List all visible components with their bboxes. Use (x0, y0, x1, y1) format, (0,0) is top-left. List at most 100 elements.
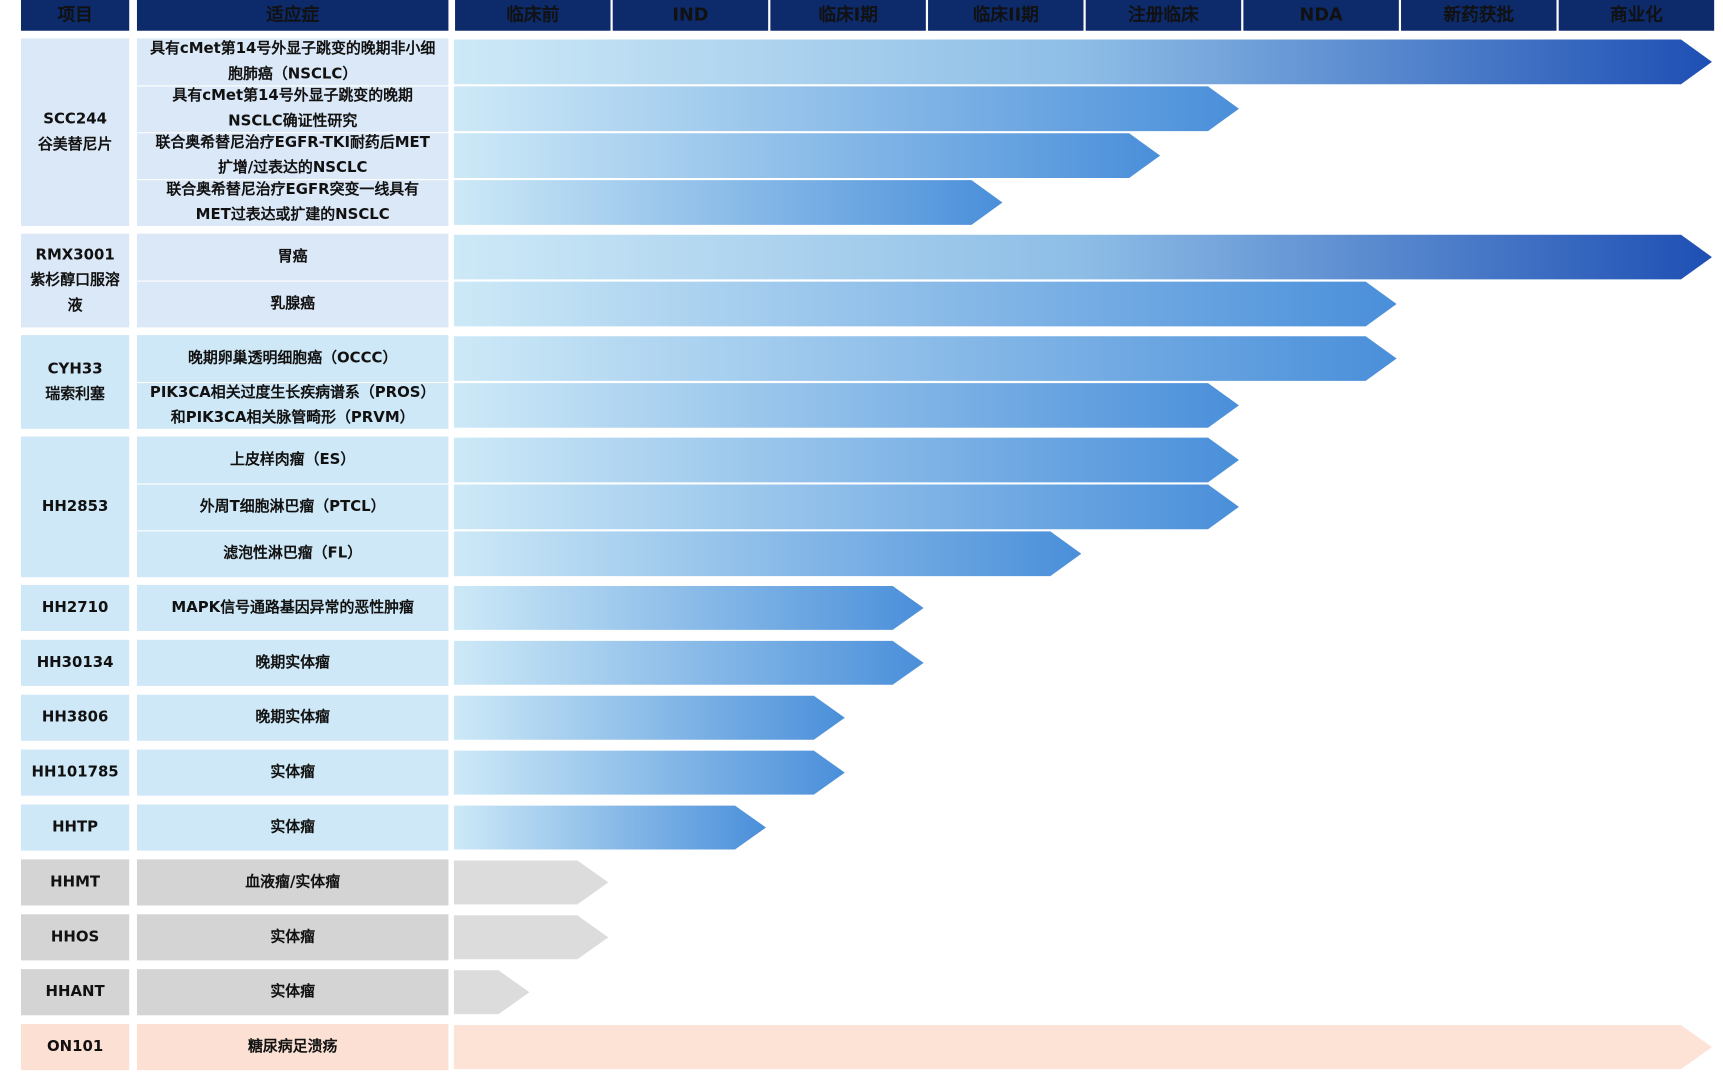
progress-arrow (453, 180, 1003, 225)
project-cell (20, 969, 130, 1016)
progress-arrow (453, 234, 1712, 280)
project-name: SCC244 (43, 110, 107, 128)
header-cell (136, 0, 449, 31)
project-cell (20, 804, 130, 851)
indication-cell (136, 86, 449, 133)
header-cell (1085, 0, 1242, 31)
project-cell (20, 694, 130, 741)
header-cell (770, 0, 926, 31)
project-name: 紫杉醇口服溶 (30, 271, 120, 289)
stage-label: 临床II期 (973, 4, 1039, 25)
project-name: 谷美替尼片 (38, 135, 113, 153)
progress-arrow (453, 86, 1239, 132)
project-name: 瑞索利塞 (45, 385, 105, 403)
indication-text: 滤泡性淋巴瘤（FL） (223, 544, 362, 562)
indication-cell (136, 1024, 449, 1071)
progress-arrow (453, 437, 1239, 483)
progress-arrow (453, 970, 530, 1015)
indication-cell (136, 531, 449, 578)
project-name: HH3806 (42, 708, 108, 726)
indication-cell (136, 969, 449, 1016)
indication-cell (136, 584, 449, 631)
stage-label: 新药获批 (1443, 4, 1514, 25)
indication-cell (136, 859, 449, 906)
indication-text: 实体瘤 (270, 927, 315, 945)
indication-text: 实体瘤 (270, 982, 315, 1000)
indication-cell (136, 484, 449, 531)
header-label: 适应症 (266, 4, 319, 25)
stage-label: 临床前 (506, 4, 559, 25)
project-name: 液 (68, 296, 83, 314)
header-cell (20, 0, 130, 31)
project-cell (20, 1024, 130, 1071)
progress-arrow (453, 860, 609, 905)
indication-text: 联合奥希替尼治疗EGFR-TKI耐药后MET (155, 133, 430, 151)
progress-arrow (453, 640, 924, 685)
indication-text: MAPK信号通路基因异常的恶性肿瘤 (171, 598, 414, 616)
progress-arrow (453, 133, 1161, 178)
progress-arrow (453, 695, 845, 740)
indication-text: 血液瘤/实体瘤 (245, 872, 340, 890)
indication-text: PIK3CA相关过度生长疾病谱系（PROS） (150, 383, 436, 401)
indication-cell (136, 133, 449, 180)
stage-label: NDA (1300, 5, 1343, 25)
indication-text: NSCLC确证性研究 (228, 111, 357, 129)
indication-text: 上皮样肉瘤（ES） (230, 450, 355, 468)
project-name: CYH33 (48, 359, 103, 377)
indication-text: 具有cMet第14号外显子跳变的晚期 (172, 86, 413, 104)
progress-arrow (453, 805, 766, 850)
project-cell (20, 859, 130, 906)
indication-cell (136, 436, 449, 484)
indication-text: 胃癌 (278, 247, 308, 265)
project-cell (20, 749, 130, 796)
indication-cell (136, 38, 449, 86)
project-cell (20, 233, 130, 328)
progress-arrow (453, 484, 1239, 530)
project-name: RMX3001 (35, 245, 114, 263)
indication-text: 晚期实体瘤 (255, 653, 330, 671)
indication-cell (136, 383, 449, 429)
indication-text: 胞肺癌（NSCLC） (228, 65, 357, 83)
header-label: 项目 (57, 5, 92, 25)
project-cell (20, 639, 130, 686)
indication-text: 联合奥希替尼治疗EGFR突变一线具有 (166, 180, 419, 198)
indication-text: 实体瘤 (270, 818, 315, 836)
indication-text: 外周T细胞淋巴瘤（PTCL） (199, 497, 386, 515)
progress-arrow (453, 750, 845, 795)
indication-cell (136, 180, 449, 226)
header-cell (1558, 0, 1715, 31)
indication-text: 糖尿病足溃疡 (248, 1037, 338, 1055)
progress-arrow (453, 39, 1712, 85)
stage-label: IND (672, 5, 708, 25)
project-name: HH101785 (32, 763, 119, 781)
stage-label: 临床I期 (818, 4, 878, 25)
project-cell (20, 914, 130, 961)
project-cell (20, 584, 130, 631)
indication-text: 扩增/过表达的NSCLC (218, 158, 367, 176)
indication-text: 具有cMet第14号外显子跳变的晚期非小细 (150, 39, 435, 57)
indication-cell (136, 694, 449, 741)
project-name: HHANT (46, 982, 106, 1000)
stage-label: 注册临床 (1128, 4, 1199, 25)
indication-text: 乳腺癌 (270, 294, 315, 312)
header-cell (1401, 0, 1557, 31)
indication-cell (136, 914, 449, 961)
project-name: HH30134 (37, 653, 114, 671)
indication-cell (136, 804, 449, 851)
project-name: HHOS (51, 927, 99, 945)
indication-cell (136, 749, 449, 796)
header-cell (928, 0, 1084, 31)
project-name: HH2710 (42, 598, 108, 616)
header-cell (455, 0, 611, 31)
progress-arrow (453, 585, 924, 630)
stage-label: 商业化 (1610, 4, 1663, 25)
project-name: ON101 (47, 1037, 103, 1055)
progress-arrow (453, 281, 1397, 327)
progress-arrow (453, 383, 1239, 428)
indication-text: 实体瘤 (270, 763, 315, 781)
project-cell (20, 335, 130, 429)
indication-text: 晚期实体瘤 (255, 708, 330, 726)
indication-cell (136, 335, 449, 382)
